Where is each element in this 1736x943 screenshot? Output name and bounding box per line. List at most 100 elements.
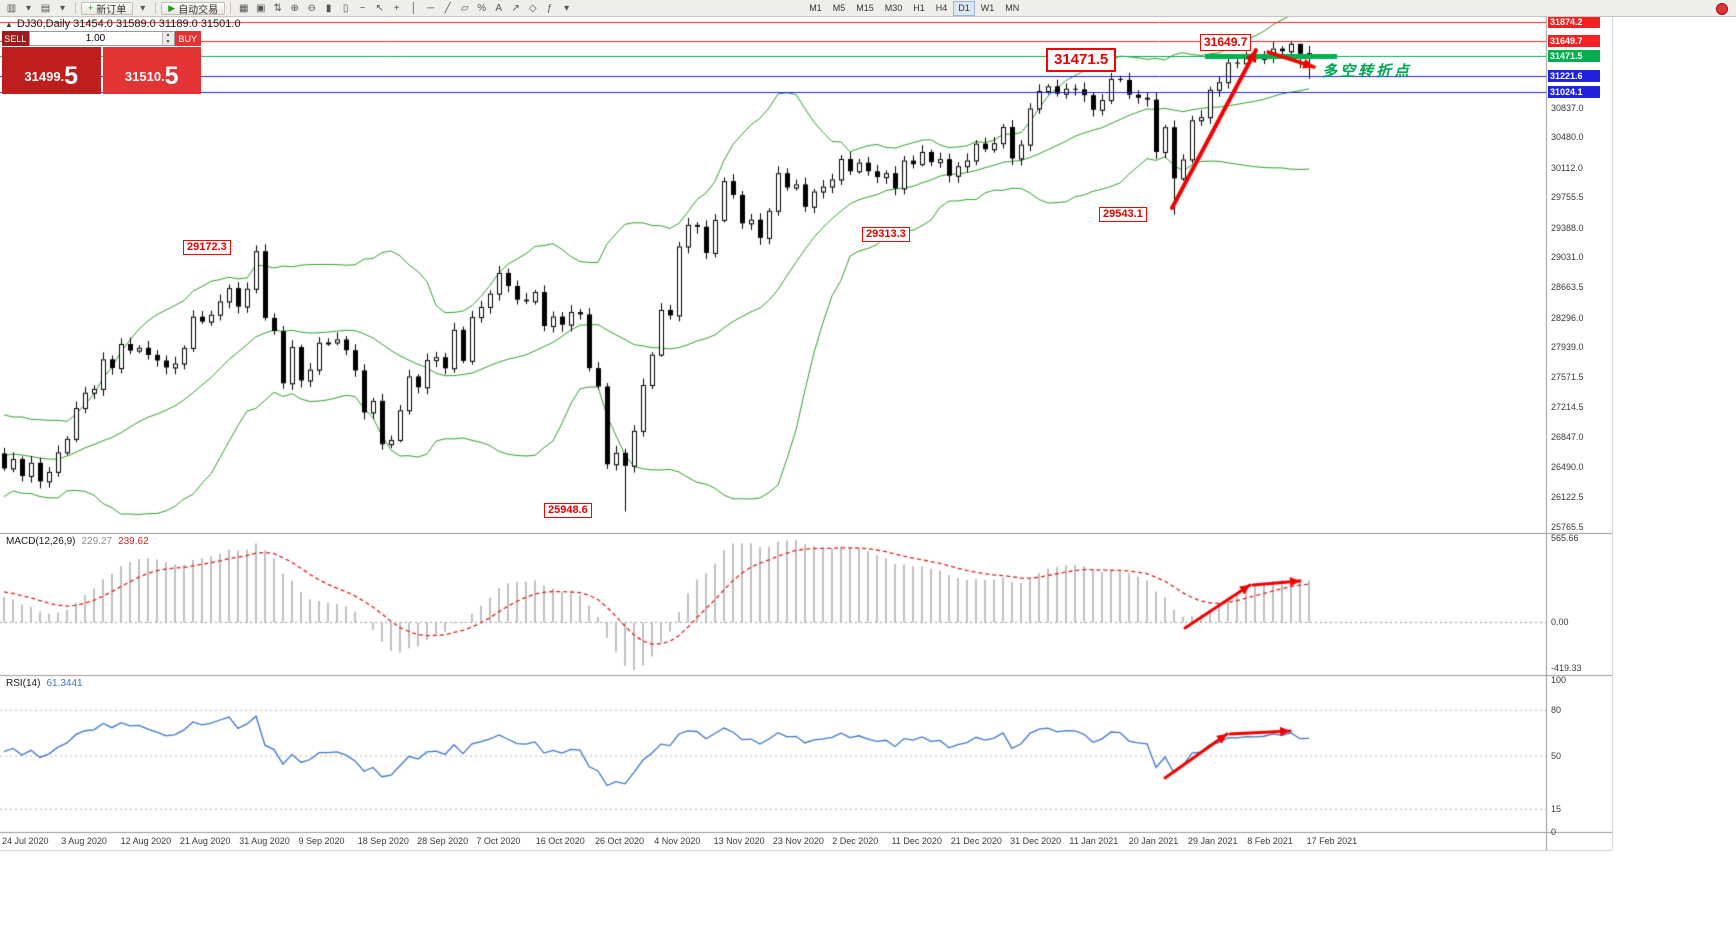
vertical-line-icon[interactable]: │ <box>410 2 417 14</box>
profiles-caret-icon[interactable]: ▾ <box>59 2 66 14</box>
timeframe-group: M1 M5 M15 M30 H1 H4 D1 W1 MN <box>804 0 1024 16</box>
price-axis-label: 27571.5 <box>1551 372 1584 383</box>
indicators-caret-icon[interactable]: ▾ <box>564 2 570 14</box>
date-label: 9 Sep 2020 <box>298 836 345 846</box>
rsi-indicator-label: RSI(14) 61.3441 <box>6 678 83 689</box>
timeframe-m30[interactable]: M30 <box>884 3 903 13</box>
price-annotation-31649[interactable]: 31649.7 <box>1200 34 1252 51</box>
price-axis-label: 25765.5 <box>1551 521 1584 532</box>
trendline-icon[interactable]: ╱ <box>444 2 451 14</box>
price-annotation-31471[interactable]: 31471.5 <box>1046 48 1117 72</box>
date-label: 23 Nov 2020 <box>772 836 824 846</box>
price-axis-label: 30480.0 <box>1551 132 1584 143</box>
volume-stepper: ▲ ▼ <box>28 31 175 46</box>
text-label-icon[interactable]: A <box>495 2 503 14</box>
cursor-icon[interactable]: ↖ <box>375 2 384 14</box>
cascade-windows-icon[interactable]: ▣ <box>255 2 266 14</box>
date-label: 31 Dec 2020 <box>1010 836 1062 846</box>
zoom-out-icon[interactable]: ⊖ <box>307 2 316 14</box>
date-label: 18 Sep 2020 <box>357 836 409 846</box>
candlestick-chart-icon[interactable]: ▯ <box>342 2 349 14</box>
bar-chart-icon[interactable]: ▮ <box>325 2 332 14</box>
scale-icon[interactable]: ⇅ <box>273 2 282 14</box>
zoom-in-icon[interactable]: ⊕ <box>290 2 299 14</box>
new-order-button[interactable]: + 新订单 <box>81 1 134 16</box>
macd-name: MACD(12,26,9) <box>6 536 76 547</box>
volume-input[interactable] <box>29 32 162 45</box>
volume-down-button[interactable]: ▼ <box>162 38 174 45</box>
new-order-caret-icon[interactable]: ▾ <box>140 2 146 14</box>
chart-title-row: ▲ DJ30,Daily 31454.0 31589.0 31189.0 315… <box>5 18 241 30</box>
toolbar: ▥ ▾ ▤ ▾ + 新订单 ▾ ▶ 自动交易 ▦ ▣ ⇅ ⊕ ⊖ ▮ ▯ ~ ↖ + │ ─ ╱ ▱% A ↗ ◇ ƒ ▾… <box>0 0 1736 17</box>
price-axis-label: 29031.0 <box>1551 251 1584 262</box>
buy-price-pips: 5 <box>164 62 179 90</box>
price-annotation-25948[interactable]: 25948.6 <box>544 503 592 518</box>
rsi-axis-label: 15 <box>1551 804 1562 815</box>
toolbar-separator <box>75 2 76 14</box>
date-label: 11 Jan 2021 <box>1069 836 1119 846</box>
price-annotation-29172[interactable]: 29172.3 <box>183 240 231 255</box>
macd-signal-value: 239.62 <box>118 536 149 547</box>
price-axis-label: 30837.0 <box>1551 102 1584 113</box>
date-label: 21 Aug 2020 <box>179 836 231 846</box>
timeframe-d1[interactable]: D1 <box>953 0 975 16</box>
volume-spinner: ▲ ▼ <box>161 32 174 45</box>
buy-button[interactable]: 31510. 5 <box>102 47 201 94</box>
rsi-axis-label: 50 <box>1551 751 1562 761</box>
volume-up-button[interactable]: ▲ <box>162 32 174 39</box>
buy-tab[interactable]: BUY <box>174 31 201 46</box>
horizontal-line-icon[interactable]: ─ <box>427 2 435 14</box>
price-axis-label: 27214.5 <box>1551 401 1584 412</box>
price-axis-badge: 31874.2 <box>1548 16 1600 29</box>
profiles-icon[interactable]: ▤ <box>40 2 51 14</box>
price-annotation-29543[interactable]: 29543.1 <box>1099 207 1147 222</box>
tile-windows-icon[interactable]: ▦ <box>238 2 249 14</box>
new-chart-caret-icon[interactable]: ▾ <box>25 2 32 14</box>
timeframe-w1[interactable]: W1 <box>980 3 995 13</box>
line-chart-icon[interactable]: ~ <box>359 2 366 14</box>
shapes-icon[interactable]: ◇ <box>528 2 537 14</box>
price-axis-label: 26122.5 <box>1551 492 1584 503</box>
rsi-axis-label: 100 <box>1551 675 1567 685</box>
date-label: 7 Oct 2020 <box>476 836 521 846</box>
timeframe-m1[interactable]: M1 <box>809 3 822 13</box>
date-label: 8 Feb 2021 <box>1247 836 1293 846</box>
arrow-object-icon[interactable]: ↗ <box>511 2 520 14</box>
sell-price-pips: 5 <box>64 62 79 90</box>
rsi-value: 61.3441 <box>46 678 83 689</box>
timeframe-m15[interactable]: M15 <box>856 3 874 13</box>
date-label: 12 Aug 2020 <box>120 836 172 846</box>
sell-button[interactable]: 31499. 5 <box>2 47 101 94</box>
timeframe-h4[interactable]: H4 <box>935 3 948 13</box>
price-axis-badge: 31024.1 <box>1548 86 1600 99</box>
price-annotation-29313[interactable]: 29313.3 <box>862 227 910 242</box>
timeframe-mn[interactable]: MN <box>1005 3 1020 13</box>
buy-price: 31510. <box>124 69 165 84</box>
one-click-collapse-icon[interactable]: ▲ <box>5 19 13 29</box>
toolbar-mid-icons: ▦ ▣ ⇅ ⊕ ⊖ ▮ ▯ ~ ↖ + │ ─ ╱ ▱% A ↗ ◇ ƒ ▾ <box>236 2 574 15</box>
date-label: 31 Aug 2020 <box>239 836 290 846</box>
timeframe-m5[interactable]: M5 <box>832 3 846 13</box>
rsi-axis-label: 80 <box>1551 705 1562 716</box>
sell-tab[interactable]: SELL <box>2 31 29 46</box>
autotrade-play-icon: ▶ <box>168 2 176 13</box>
crosshair-icon[interactable]: + <box>393 2 400 14</box>
price-axis-label: 28663.5 <box>1551 282 1584 293</box>
autotrade-button[interactable]: ▶ 自动交易 <box>161 1 226 16</box>
turning-point-label[interactable]: 多空转折点 <box>1322 63 1413 80</box>
record-icon[interactable] <box>1716 3 1728 15</box>
indicators-icon[interactable]: ƒ <box>546 2 553 14</box>
timeframe-h1[interactable]: H1 <box>913 3 925 13</box>
toolbar-left-icons: ▥ ▾ ▤ ▾ <box>4 2 70 15</box>
new-chart-icon[interactable]: ▥ <box>6 2 17 14</box>
date-label: 28 Sep 2020 <box>417 836 469 846</box>
new-order-icon: + <box>88 3 94 13</box>
equidistant-channel-icon[interactable]: ▱ <box>460 2 469 14</box>
rsi-name: RSI(14) <box>6 678 41 689</box>
date-label: 4 Nov 2020 <box>654 836 701 846</box>
fibonacci-icon[interactable]: % <box>477 2 487 14</box>
